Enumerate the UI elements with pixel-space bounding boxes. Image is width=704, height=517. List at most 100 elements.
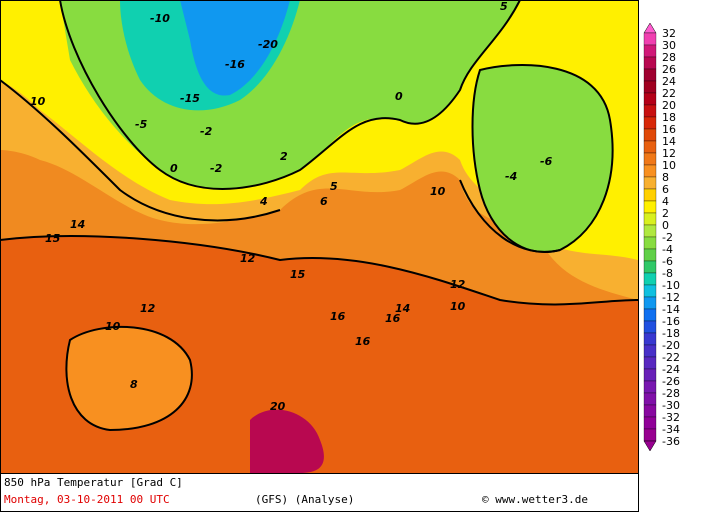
- hot-core: [250, 409, 324, 473]
- contour-label: 10: [30, 95, 46, 108]
- contour-label: 20: [270, 400, 286, 413]
- footer-title: 850 hPa Temperatur [Grad C]: [4, 476, 183, 489]
- contour-label: 5: [330, 180, 338, 193]
- legend-swatch: [643, 56, 657, 70]
- legend-swatch: [643, 152, 657, 166]
- legend-label: 8: [662, 171, 669, 184]
- legend-label: -24: [662, 363, 680, 376]
- contour-label: 0: [395, 90, 403, 103]
- contour-label: -2: [210, 162, 223, 175]
- legend-label: 20: [662, 99, 676, 112]
- legend-swatch: [643, 272, 657, 286]
- contour-label: -5: [135, 118, 148, 131]
- legend-label: 22: [662, 87, 676, 100]
- legend-label: 0: [662, 219, 669, 232]
- legend-swatch: [643, 404, 657, 418]
- legend-label: -32: [662, 411, 680, 424]
- contour-label: 5: [500, 0, 508, 13]
- contour-label: 10: [450, 300, 466, 313]
- contour: [0, 235, 639, 306]
- contour-label: 12: [240, 252, 256, 265]
- legend-label: 30: [662, 39, 676, 52]
- legend-label: -20: [662, 339, 680, 352]
- legend-label: -14: [662, 303, 680, 316]
- legend-swatch: [643, 392, 657, 406]
- contour: [471, 64, 614, 253]
- legend-swatch: [643, 248, 657, 262]
- legend-label: -26: [662, 375, 680, 388]
- contour-label: -16: [225, 58, 245, 71]
- legend-label: 32: [662, 27, 676, 40]
- legend-swatch: [643, 236, 657, 250]
- legend-swatch: [643, 164, 657, 178]
- legend-swatch: [643, 356, 657, 370]
- legend-label: -36: [662, 435, 680, 448]
- legend-swatch: [643, 176, 657, 190]
- legend-swatch: [643, 212, 657, 226]
- contour-label: -4: [505, 170, 517, 183]
- legend-label: -8: [662, 267, 673, 280]
- legend-swatch: [643, 260, 657, 274]
- legend-swatch: [643, 32, 657, 46]
- legend-label: -4: [662, 243, 673, 256]
- legend-label: -16: [662, 315, 680, 328]
- legend-swatch: [643, 44, 657, 58]
- legend-swatch: [643, 80, 657, 94]
- legend-swatch: [643, 332, 657, 346]
- legend-label: 4: [662, 195, 669, 208]
- legend-label: 2: [662, 207, 669, 220]
- legend-swatch: [643, 104, 657, 118]
- legend-swatch: [643, 308, 657, 322]
- contour-label: -10: [150, 12, 170, 25]
- legend-swatch: [643, 296, 657, 310]
- legend-label: -22: [662, 351, 680, 364]
- legend-label: 26: [662, 63, 676, 76]
- legend-swatch: [643, 380, 657, 394]
- contour-label: -15: [180, 92, 200, 105]
- footer-box: [0, 473, 639, 512]
- contour-label: 14: [395, 302, 410, 315]
- contour-label: 10: [105, 320, 121, 333]
- legend-swatch: [643, 320, 657, 334]
- contour-label: 12: [450, 278, 466, 291]
- legend-swatch: [643, 92, 657, 106]
- legend-label: 6: [662, 183, 669, 196]
- legend-swatch: [643, 188, 657, 202]
- legend-swatch: [643, 428, 657, 442]
- contour-label: 16: [385, 312, 401, 325]
- green-east: [472, 65, 613, 252]
- legend-swatch: [643, 140, 657, 154]
- legend-swatch: [643, 224, 657, 238]
- contour-label: 16: [330, 310, 346, 323]
- contour: [59, 0, 521, 190]
- contour-label: 10: [430, 185, 446, 198]
- legend-label: 18: [662, 111, 676, 124]
- legend-label: -2: [662, 231, 673, 244]
- legend-label: -6: [662, 255, 673, 268]
- legend-label: -10: [662, 279, 680, 292]
- contour-label: -6: [540, 155, 553, 168]
- legend-label: 16: [662, 123, 676, 136]
- legend-swatch: [643, 128, 657, 142]
- contour: [65, 325, 193, 432]
- contour-label: 8: [130, 378, 138, 391]
- contour-label: 6: [320, 195, 328, 208]
- legend-label: 10: [662, 159, 676, 172]
- contour-label: -2: [200, 125, 213, 138]
- contour-label: 16: [355, 335, 371, 348]
- legend-swatch: [643, 116, 657, 130]
- cool-pocket: [66, 326, 192, 430]
- legend-label: -28: [662, 387, 680, 400]
- footer-date: Montag, 03-10-2011 00 UTC: [4, 493, 170, 506]
- legend-arrow-bottom: [643, 440, 657, 452]
- footer-credit: © www.wetter3.de: [482, 493, 588, 506]
- legend-swatch: [643, 68, 657, 82]
- legend: 32302826242220181614121086420-2-4-6-8-10…: [643, 22, 680, 452]
- legend-swatch: [643, 368, 657, 382]
- contour-label: 14: [70, 218, 85, 231]
- footer-model: (GFS) (Analyse): [255, 493, 354, 506]
- contour-label: 15: [290, 268, 306, 281]
- contour-label: 2: [280, 150, 288, 163]
